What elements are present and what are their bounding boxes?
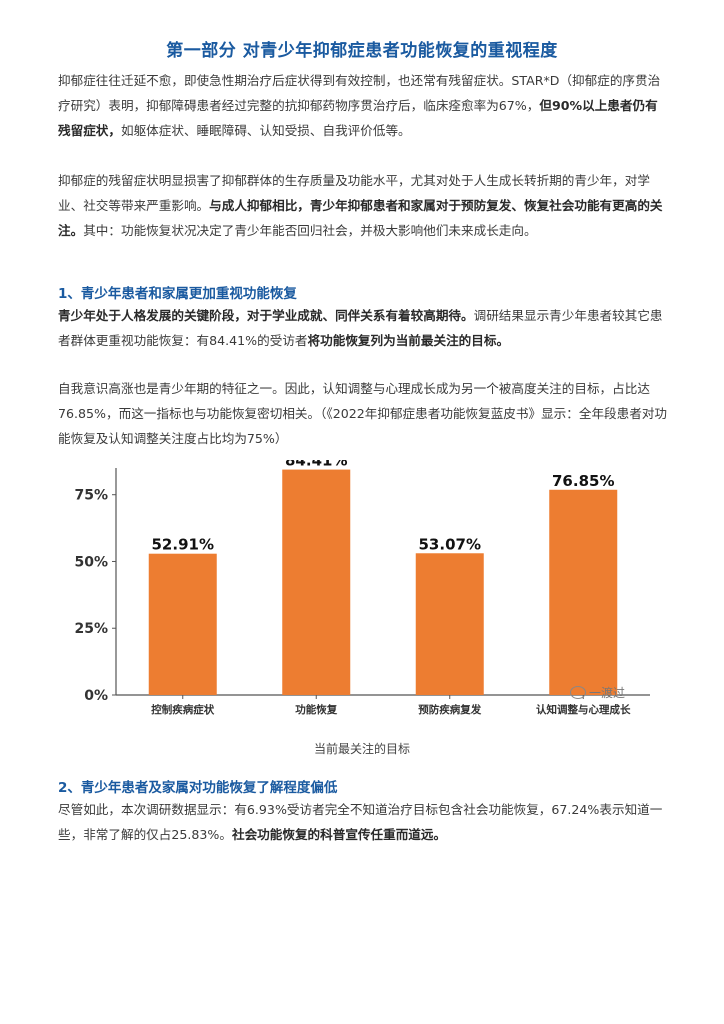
paragraph-quality-of-life: 抑郁症的残留症状明显损害了抑郁群体的生存质量及功能水平，尤其对处于人生成长转折期…: [58, 168, 670, 243]
bold-text: 社会功能恢复的科普宣传任重而道远。: [231, 827, 447, 842]
y-tick-label: 75%: [74, 488, 108, 504]
page-title: 第一部分 对青少年抑郁症患者功能恢复的重视程度: [166, 41, 558, 61]
x-tick-label: 认知调整与心理成长: [536, 703, 631, 716]
paragraph-self-awareness: 自我意识高涨也是青少年期的特征之一。因此，认知调整与心理成长成为另一个被高度关注…: [58, 381, 668, 446]
bar-value-label: 53.07%: [419, 535, 481, 553]
bold-text: 将功能恢复列为当前最关注的目标。: [307, 333, 510, 348]
watermark-logo-icon: [570, 686, 586, 699]
bar: [415, 553, 484, 695]
bar: [148, 553, 217, 695]
bar-value-label: 84.41%: [285, 460, 347, 470]
bar-chart: 0% 25% 50% 75% 52.91% 控制疾病症状 84.41% 功能恢复 53.07% 预…: [74, 460, 650, 716]
bold-text: 但90%以上患者仍有残留症状，: [58, 98, 658, 138]
paragraph-text: 如躯体症状、睡眠障碍、认知受损、自我评价低等。: [120, 123, 411, 138]
paragraph-residual-symptoms: 抑郁症往往迁延不愈，即使急性期治疗后症状得到有效控制，也还常有残留症状。STAR…: [58, 68, 670, 143]
y-tick-label: 50%: [74, 554, 108, 570]
chart-caption: 当前最关注的目标: [313, 742, 410, 756]
paragraph-function-recovery: 青少年处于人格发展的关键阶段，对于学业成就、同伴关系有着较高期待。调研结果显示青…: [58, 303, 670, 353]
watermark-text: 一渡过: [589, 686, 626, 700]
watermark: 一渡过: [570, 684, 625, 701]
paragraph-text: 尽管如此，本次调研数据显示：有6.93%受访者完全不知道治疗目标包含社会功能恢复…: [58, 802, 663, 842]
bar: [282, 469, 351, 695]
x-tick-label: 功能恢复: [295, 703, 337, 716]
bold-text: 与成人抑郁相比，青少年抑郁患者和家属对于预防复发、恢复社会功能有更高的关注。: [58, 198, 663, 238]
paragraph-awareness-level: 尽管如此，本次调研数据显示：有6.93%受访者完全不知道治疗目标包含社会功能恢复…: [58, 797, 670, 847]
paragraph-text: 调研结果显示青少年患者较其它患者群体更重视功能恢复：有84.41%的受访者: [58, 308, 663, 348]
bold-text: 青少年处于人格发展的关键阶段，对于学业成就、同伴关系有着较高期待。: [58, 308, 474, 323]
y-tick-label: 0%: [84, 688, 108, 704]
section-heading-1: 1、青少年患者和家属更加重视功能恢复: [58, 286, 297, 302]
y-tick-label: 25%: [74, 621, 108, 637]
x-tick-label: 控制疾病症状: [151, 703, 214, 716]
bar: [549, 489, 618, 695]
x-tick-label: 预防疾病复发: [418, 703, 481, 716]
paragraph-text: 抑郁症的残留症状明显损害了抑郁群体的生存质量及功能水平，尤其对处于人生成长转折期…: [58, 173, 650, 213]
paragraph-text: 抑郁症往往迁延不愈，即使急性期治疗后症状得到有效控制，也还常有残留症状。STAR…: [58, 73, 661, 113]
bar-value-label: 52.91%: [152, 536, 214, 554]
section-heading-2: 2、青少年患者及家属对功能恢复了解程度偏低: [58, 780, 338, 796]
paragraph-text: 其中：功能恢复状况决定了青少年能否回归社会，并极大影响他们未来成长走向。: [83, 223, 537, 238]
bar-value-label: 76.85%: [552, 472, 614, 490]
